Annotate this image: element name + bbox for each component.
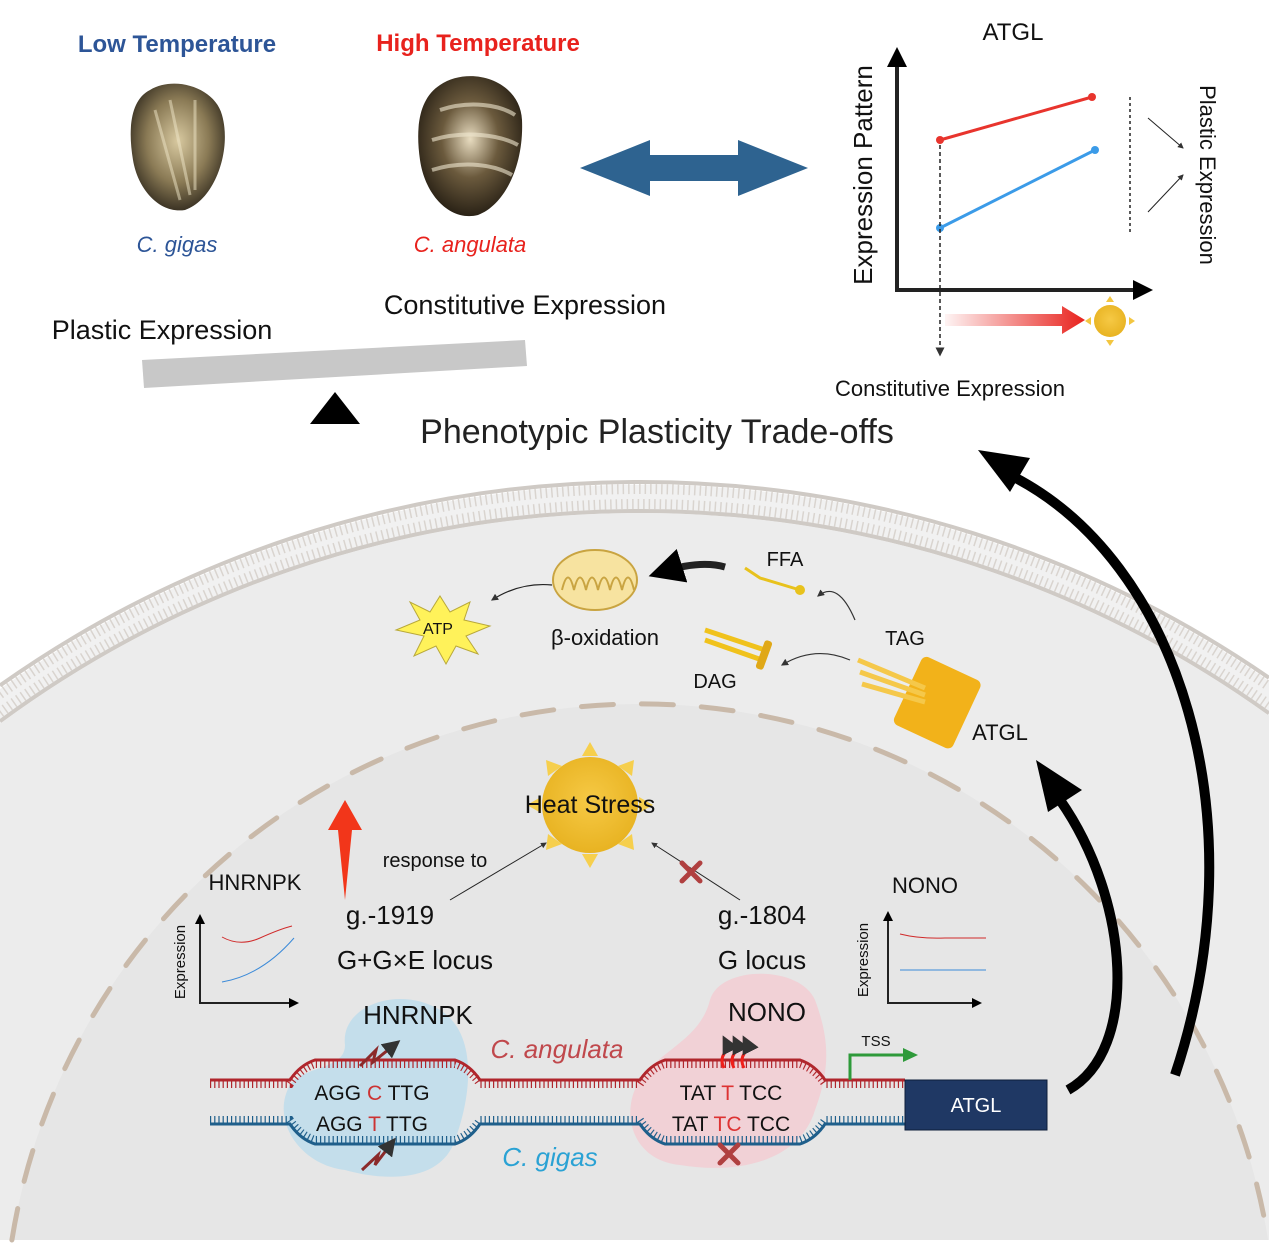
snp-g1804-label: g.-1804 bbox=[718, 900, 806, 930]
c-gigas-strand-label: C. gigas bbox=[502, 1142, 597, 1172]
nono-chart-title: NONO bbox=[892, 873, 958, 898]
temperature-increase-arrow bbox=[945, 306, 1085, 334]
tradeoffs-title: Phenotypic Plasticity Trade-offs bbox=[420, 413, 894, 451]
seq2-gigas: TAT TC TCC bbox=[672, 1113, 790, 1136]
tag-to-ffa-arrow bbox=[817, 589, 856, 621]
ffa-to-mitochondria-arrow bbox=[648, 548, 726, 583]
atgl-gene-label: ATGL bbox=[951, 1095, 1002, 1117]
binding-waves-icon bbox=[720, 1035, 759, 1069]
snp-g1919-label: g.-1919 bbox=[346, 900, 434, 930]
nono-y-label: Expression bbox=[855, 923, 872, 997]
dag-molecule-icon bbox=[704, 627, 773, 670]
beta-oxidation-label: β-oxidation bbox=[551, 625, 659, 650]
mitochondrion-icon bbox=[552, 549, 638, 611]
hnrnpk-gigas-line bbox=[221, 937, 295, 983]
y-axis-label: Expression Pattern bbox=[848, 65, 878, 285]
dna-double-strand bbox=[210, 1058, 905, 1146]
hnrnpk-y-label: Expression bbox=[172, 925, 189, 999]
high-temperature-label: High Temperature bbox=[376, 30, 580, 57]
c-angulata-strand-label: C. angulata bbox=[491, 1034, 624, 1064]
cell-membrane-outer bbox=[0, 479, 1269, 688]
no-binding-cross-icon bbox=[717, 1142, 741, 1166]
constitutive-expression-label: Constitutive Expression bbox=[384, 290, 666, 320]
ffa-molecule-icon bbox=[744, 566, 805, 595]
c-angulata-point-low bbox=[936, 136, 944, 144]
to-tradeoffs-arrow bbox=[1007, 470, 1215, 1077]
atgl-chart-title: ATGL bbox=[983, 19, 1044, 46]
double-arrow-icon bbox=[580, 140, 808, 196]
c-angulata-strand bbox=[210, 1058, 905, 1082]
sun-icon bbox=[1085, 296, 1135, 346]
dag-label: DAG bbox=[693, 671, 736, 693]
plastic-arrow-1 bbox=[1147, 117, 1184, 149]
nono-factor-label: NONO bbox=[728, 997, 806, 1027]
plastic-expression-label: Plastic Expression bbox=[52, 315, 273, 345]
c-gigas-point-high bbox=[1091, 146, 1099, 154]
response-to-label: response to bbox=[383, 850, 488, 872]
low-temperature-label: Low Temperature bbox=[78, 31, 276, 58]
tss-label: TSS bbox=[861, 1033, 890, 1050]
nono-factor-blob bbox=[630, 973, 827, 1168]
nono-angulata-line bbox=[899, 933, 986, 939]
c-angulata-label: C. angulata bbox=[414, 232, 527, 257]
heat-stress-label: Heat Stress bbox=[525, 791, 656, 819]
atgl-enzyme-icon bbox=[857, 656, 981, 749]
atp-label: ATP bbox=[423, 621, 453, 638]
hnrnpk-chart-title: HNRNPK bbox=[209, 870, 302, 895]
gene-to-protein-arrow bbox=[1055, 797, 1123, 1095]
atp-burst-icon: ATP bbox=[394, 595, 492, 666]
plastic-arrow-2 bbox=[1147, 174, 1184, 213]
g-locus-label: G locus bbox=[718, 945, 806, 975]
gene-to-protein-arrowhead bbox=[1036, 760, 1082, 812]
plastic-expression-axis-label: Plastic Expression bbox=[1195, 85, 1220, 265]
c-gigas-point-low bbox=[936, 224, 944, 232]
constitutive-axis-label: Constitutive Expression bbox=[835, 376, 1065, 401]
response-arrow bbox=[449, 842, 547, 901]
ffa-label: FFA bbox=[767, 549, 804, 571]
tag-label: TAG bbox=[885, 628, 925, 650]
atgl-gene-box bbox=[904, 1079, 1048, 1131]
no-response-cross-icon bbox=[679, 860, 703, 884]
seesaw-beam bbox=[142, 340, 527, 388]
c-angulata-series-line bbox=[939, 95, 1093, 142]
seq2-angulata: TAT T TCC bbox=[680, 1082, 783, 1105]
seq1-angulata: AGG C TTG bbox=[314, 1082, 429, 1105]
gxe-locus-label: G+G×E locus bbox=[337, 945, 493, 975]
c-angulata-oyster-image bbox=[418, 76, 523, 217]
hnrnpk-angulata-line bbox=[221, 925, 293, 943]
seq1-gigas: AGG T TTG bbox=[316, 1113, 428, 1136]
lipid-tails-inner bbox=[0, 499, 1269, 717]
heat-stress-sun-icon bbox=[527, 742, 653, 868]
nuclear-envelope bbox=[9, 701, 1269, 1243]
tag-to-dag-arrow bbox=[780, 652, 851, 666]
atgl-protein-label: ATGL bbox=[972, 720, 1028, 745]
seesaw-fulcrum-icon bbox=[310, 392, 360, 424]
cell-membrane-inner bbox=[0, 509, 1269, 723]
c-gigas-series-line bbox=[939, 148, 1096, 230]
hnrnpk-expression-chart: HNRNPK Expression bbox=[172, 870, 302, 1008]
binding-zigzag-arrow-icon bbox=[358, 1040, 401, 1172]
no-response-arrow bbox=[651, 842, 741, 901]
tss-arrowhead bbox=[903, 1048, 918, 1062]
upregulation-arrow-icon bbox=[328, 800, 362, 900]
mitochondria-to-atp-arrow bbox=[490, 583, 553, 601]
c-gigas-oyster-image bbox=[130, 83, 225, 211]
c-angulata-point-high bbox=[1088, 93, 1096, 101]
hnrnpk-factor-blob bbox=[283, 998, 469, 1177]
hnrnpk-factor-label: HNRNPK bbox=[363, 1000, 473, 1030]
to-tradeoffs-arrowhead bbox=[978, 450, 1030, 492]
c-gigas-strand bbox=[210, 1122, 905, 1146]
atgl-expression-chart: ATGL Expression Pattern Plastic Expressi… bbox=[835, 19, 1220, 401]
nono-expression-chart: NONO Expression bbox=[855, 873, 986, 1008]
c-gigas-label: C. gigas bbox=[137, 232, 218, 257]
tss-arrow bbox=[848, 1053, 905, 1080]
lipid-tails-outer bbox=[0, 484, 1269, 699]
